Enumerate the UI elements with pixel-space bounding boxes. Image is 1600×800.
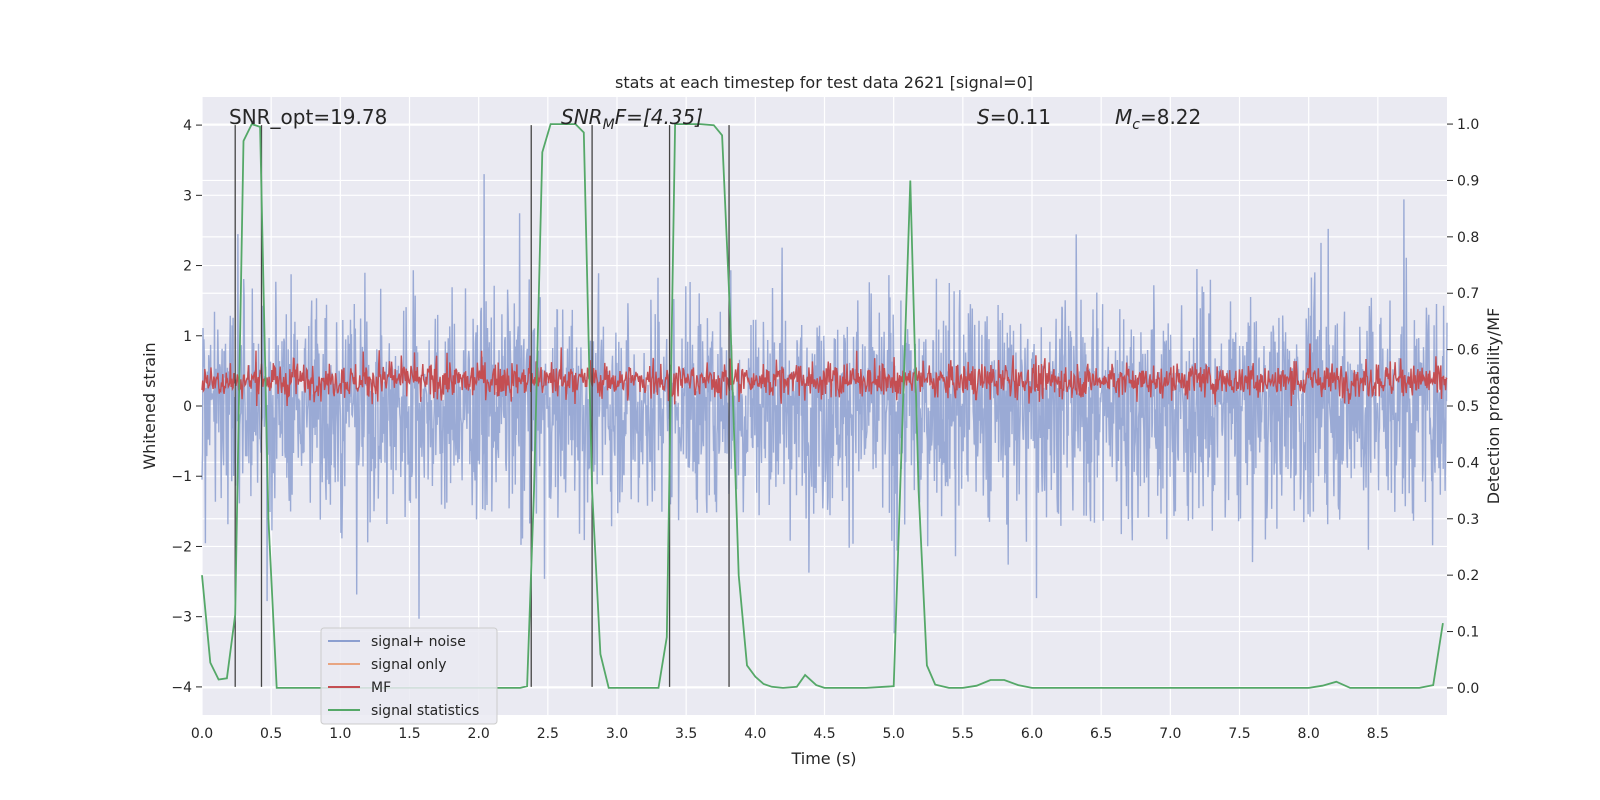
- mf-series: [201, 343, 1448, 407]
- annotation-snr-opt: SNR_opt=19.78: [229, 105, 387, 129]
- chart-title: stats at each timestep for test data 262…: [615, 73, 1033, 92]
- y2-tick-label: 0.6: [1457, 343, 1479, 359]
- annotation-mc-rest: =8.22: [1140, 105, 1201, 129]
- annotation-snr-mf-sub: M: [603, 117, 615, 133]
- annotation-mc-main: M: [1115, 105, 1132, 129]
- x-tick-label: 7.5: [1228, 726, 1250, 742]
- x-axis-label: Time (s): [790, 749, 856, 768]
- annotation-mc: Mc=8.22: [1115, 105, 1201, 133]
- y2-tick-label: 0.7: [1457, 286, 1479, 302]
- annotation-s-rest: =0.11: [990, 105, 1051, 129]
- y2-tick-label: 0.8: [1457, 230, 1479, 246]
- y-tick-label: −1: [171, 469, 192, 485]
- x-tick-label: 0.5: [260, 726, 282, 742]
- y-tick-label: 1: [183, 329, 192, 345]
- y2-tick-label: 0.4: [1457, 455, 1479, 471]
- x-tick-label: 4.5: [813, 726, 835, 742]
- x-tick-label: 6.0: [1021, 726, 1043, 742]
- y-tick-label: 4: [183, 118, 192, 134]
- x-tick-label: 0.0: [191, 726, 213, 742]
- x-tick-label: 1.0: [329, 726, 351, 742]
- annotation-snr-mf-rest: F=[4.35]: [615, 105, 703, 129]
- legend-box: [320, 627, 498, 725]
- y2-tick-label: 0.1: [1457, 625, 1479, 641]
- annotation-snr-mf: SNRMF=[4.35]: [561, 105, 703, 133]
- x-tick-label: 2.5: [537, 726, 559, 742]
- x-tick-labels: 0.0 0.5 1.0 1.5 2.0 2.5 3.0 3.5 4.0 4.5 5.0 5.5 6.0 6…: [191, 726, 1389, 742]
- legend-label-mf: MF: [371, 680, 391, 696]
- x-tick-label: 4.0: [744, 726, 766, 742]
- x-tick-label: 3.0: [606, 726, 628, 742]
- x-tick-label: 5.0: [883, 726, 905, 742]
- y-tick-label: −4: [171, 680, 192, 696]
- legend: signal+ noise signal only MF signal stat…: [320, 627, 498, 725]
- y-tick-label: −3: [171, 610, 192, 626]
- y-tick-label: 3: [183, 188, 192, 204]
- legend-label-signal-only: signal only: [371, 657, 446, 673]
- x-tick-label: 5.5: [952, 726, 974, 742]
- annotation-snr-mf-main: SNR: [561, 105, 603, 129]
- x-tick-label: 3.5: [675, 726, 697, 742]
- legend-label-signal-noise: signal+ noise: [371, 634, 466, 650]
- legend-label-signal-statistics: signal statistics: [371, 703, 479, 719]
- y-tick-labels: 4 3 2 1 0 −1 −2 −3 −4: [171, 118, 202, 696]
- y-axis-label: Whitened strain: [140, 342, 159, 469]
- annotation-s: S=0.11: [977, 105, 1051, 129]
- y2-tick-labels: 1.0 0.9 0.8 0.7 0.6 0.5 0.4 0.3 0.2 0.1 0.0: [1447, 117, 1479, 697]
- x-tick-label: 8.0: [1298, 726, 1320, 742]
- x-tick-label: 8.5: [1367, 726, 1389, 742]
- y-tick-label: 0: [183, 399, 192, 415]
- y-tick-label: −2: [171, 539, 192, 555]
- y2-tick-label: 1.0: [1457, 117, 1479, 133]
- annotation-mc-sub: c: [1132, 117, 1140, 133]
- y2-tick-label: 0.0: [1457, 681, 1479, 697]
- signal-noise-line: [201, 174, 1448, 634]
- y2-tick-label: 0.2: [1457, 568, 1479, 584]
- x-tick-label: 2.0: [468, 726, 490, 742]
- y2-axis-label: Detection probability/MF: [1484, 308, 1503, 505]
- x-tick-label: 1.5: [398, 726, 420, 742]
- y2-tick-label: 0.5: [1457, 399, 1479, 415]
- signal-noise-series: [201, 174, 1448, 634]
- mf-line: [201, 343, 1448, 407]
- x-tick-label: 7.0: [1159, 726, 1181, 742]
- y2-tick-label: 0.9: [1457, 173, 1479, 189]
- annotation-s-main: S: [977, 105, 990, 129]
- y-tick-label: 2: [183, 259, 192, 275]
- y2-tick-label: 0.3: [1457, 512, 1479, 528]
- x-tick-label: 6.5: [1090, 726, 1112, 742]
